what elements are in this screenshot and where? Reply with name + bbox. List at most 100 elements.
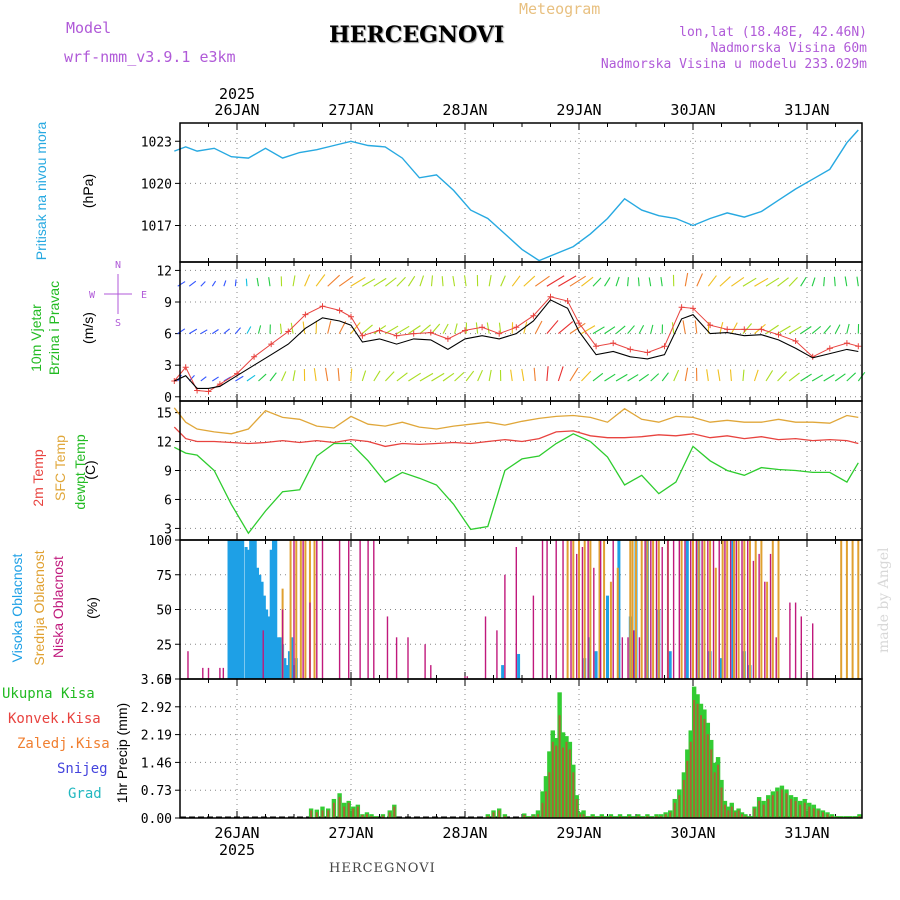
wind-barb-arrow	[650, 324, 654, 334]
wind-gust-point	[792, 337, 799, 344]
temp2m-axis-label: 2m Temp	[30, 449, 46, 507]
y-tick-label: 0	[164, 391, 172, 406]
precip-convective-bar	[660, 816, 663, 818]
precip-convective-bar	[762, 804, 765, 818]
precip-convective-bar	[600, 816, 603, 818]
precip-convective-bar	[780, 789, 783, 818]
precip-convective-bar	[785, 793, 788, 818]
wind-barb-arrow	[823, 374, 835, 382]
wind-barb-arrow	[671, 322, 675, 334]
precip-convective-bar	[492, 812, 495, 818]
precip-convective-bar	[734, 812, 737, 818]
high-cloud-axis-label: Visoka Oblacnost	[9, 553, 25, 663]
wind-barb-arrow	[454, 323, 458, 334]
precip-convective-bar	[327, 810, 330, 818]
y-tick-label: 2.92	[141, 701, 172, 716]
wind-gust-point	[724, 326, 731, 333]
precip-convective-bar	[693, 699, 696, 818]
wind-barb-arrow	[511, 275, 521, 287]
y-tick-label: 6	[164, 493, 172, 508]
wind-gust-point	[593, 343, 600, 350]
wind-barb-arrow	[465, 370, 475, 382]
wind-barb-arrow	[660, 277, 663, 287]
precip-convective-bar	[803, 802, 806, 818]
y-tick-label: 2.19	[141, 729, 172, 744]
wind-barb-arrow	[327, 274, 341, 287]
wind-barb-arrow	[684, 272, 689, 287]
wind-barb-arrow	[754, 277, 769, 287]
wind-barb-arrow	[362, 278, 376, 287]
y-tick-label: 9	[164, 296, 172, 311]
wind-barb-arrow	[569, 367, 579, 382]
precip-convective-bar	[548, 772, 551, 818]
precip-convective-bar	[669, 812, 672, 818]
wind-barb-arrow	[302, 321, 306, 334]
y-tick-label: 50	[156, 604, 172, 619]
precip-convective-bar	[565, 741, 568, 818]
wind-barb-arrow	[279, 323, 283, 334]
wind-barb-arrow	[592, 326, 605, 335]
wind-gust-point	[644, 349, 651, 356]
compass-label-w: W	[89, 290, 96, 301]
legend-hail: Grad	[68, 786, 102, 802]
wind-barb-arrow	[223, 280, 227, 287]
wind-barb-arrow	[235, 375, 244, 382]
mid-cloud-axis-label: Srednja Oblacnost	[31, 550, 47, 666]
wind-gust-point	[319, 303, 326, 310]
wind-barb-arrow	[200, 281, 206, 287]
x-day-label-top: 26JAN	[214, 101, 259, 119]
precip-convective-bar	[361, 814, 364, 818]
wind-barb-arrow	[719, 276, 731, 287]
x-day-label-bottom: 30JAN	[670, 824, 715, 842]
y-tick-label: 15	[156, 407, 172, 422]
y-tick-label: 0.73	[141, 784, 172, 799]
precip-convective-bar	[664, 814, 667, 818]
wind-barb-arrow	[454, 372, 465, 382]
x-day-label-bottom: 31JAN	[784, 824, 829, 842]
wind-barb-arrow	[811, 277, 816, 287]
wind-barb-arrow	[694, 320, 698, 334]
precip-convective-bar	[753, 808, 756, 818]
precip-convective-bar	[523, 814, 526, 818]
wind-barb-arrow	[706, 369, 709, 382]
model-label: Model	[66, 19, 112, 37]
wind-barb-arrow	[730, 322, 738, 334]
precip-convective-bar	[710, 749, 713, 818]
meteogram-label: Meteogram	[519, 0, 601, 18]
wind-barb-arrow	[486, 322, 490, 334]
y-tick-label: 12	[156, 264, 172, 279]
wind-barb-arrow	[777, 277, 789, 287]
wind-barb-arrow	[396, 372, 408, 382]
precip-convective-bar	[655, 816, 658, 818]
y-tick-label: 1020	[141, 177, 172, 192]
wind-barb-arrow	[419, 324, 431, 335]
wind-barb-arrow	[604, 277, 611, 287]
precip-convective-bar	[730, 806, 733, 818]
wind-gust-point	[205, 388, 212, 395]
precip-convective-bar	[356, 806, 359, 818]
precip-convective-bar	[393, 806, 396, 818]
wind-barb-arrow	[188, 328, 198, 335]
precip-convective-bar	[673, 802, 676, 818]
precip-convective-bar	[575, 798, 578, 818]
wind-barb-arrow	[800, 373, 812, 382]
y-tick-label: 1023	[141, 135, 172, 150]
wind-barb-arrow	[292, 370, 296, 382]
precip-convective-bar	[365, 814, 368, 818]
wind-barb-arrow	[844, 276, 848, 287]
wind-gust-point	[336, 307, 343, 314]
wind-barb-arrow	[569, 275, 587, 287]
wind-barb-arrow	[177, 328, 186, 335]
wind-barb-arrow	[731, 276, 745, 287]
wind-barb-arrow	[431, 323, 441, 334]
precip-convective-bar	[609, 816, 612, 818]
precip-convective-bar	[858, 816, 861, 818]
wind-barb-arrow	[477, 369, 483, 382]
wind-gust-point	[513, 324, 520, 331]
wind-gust-point	[576, 320, 582, 327]
wind-gust-point	[564, 297, 571, 304]
wind-barb-arrow	[245, 278, 248, 287]
precip-convective-bar	[799, 804, 802, 818]
wind-barb-arrow	[269, 372, 277, 382]
wind-gust-point	[496, 330, 503, 337]
